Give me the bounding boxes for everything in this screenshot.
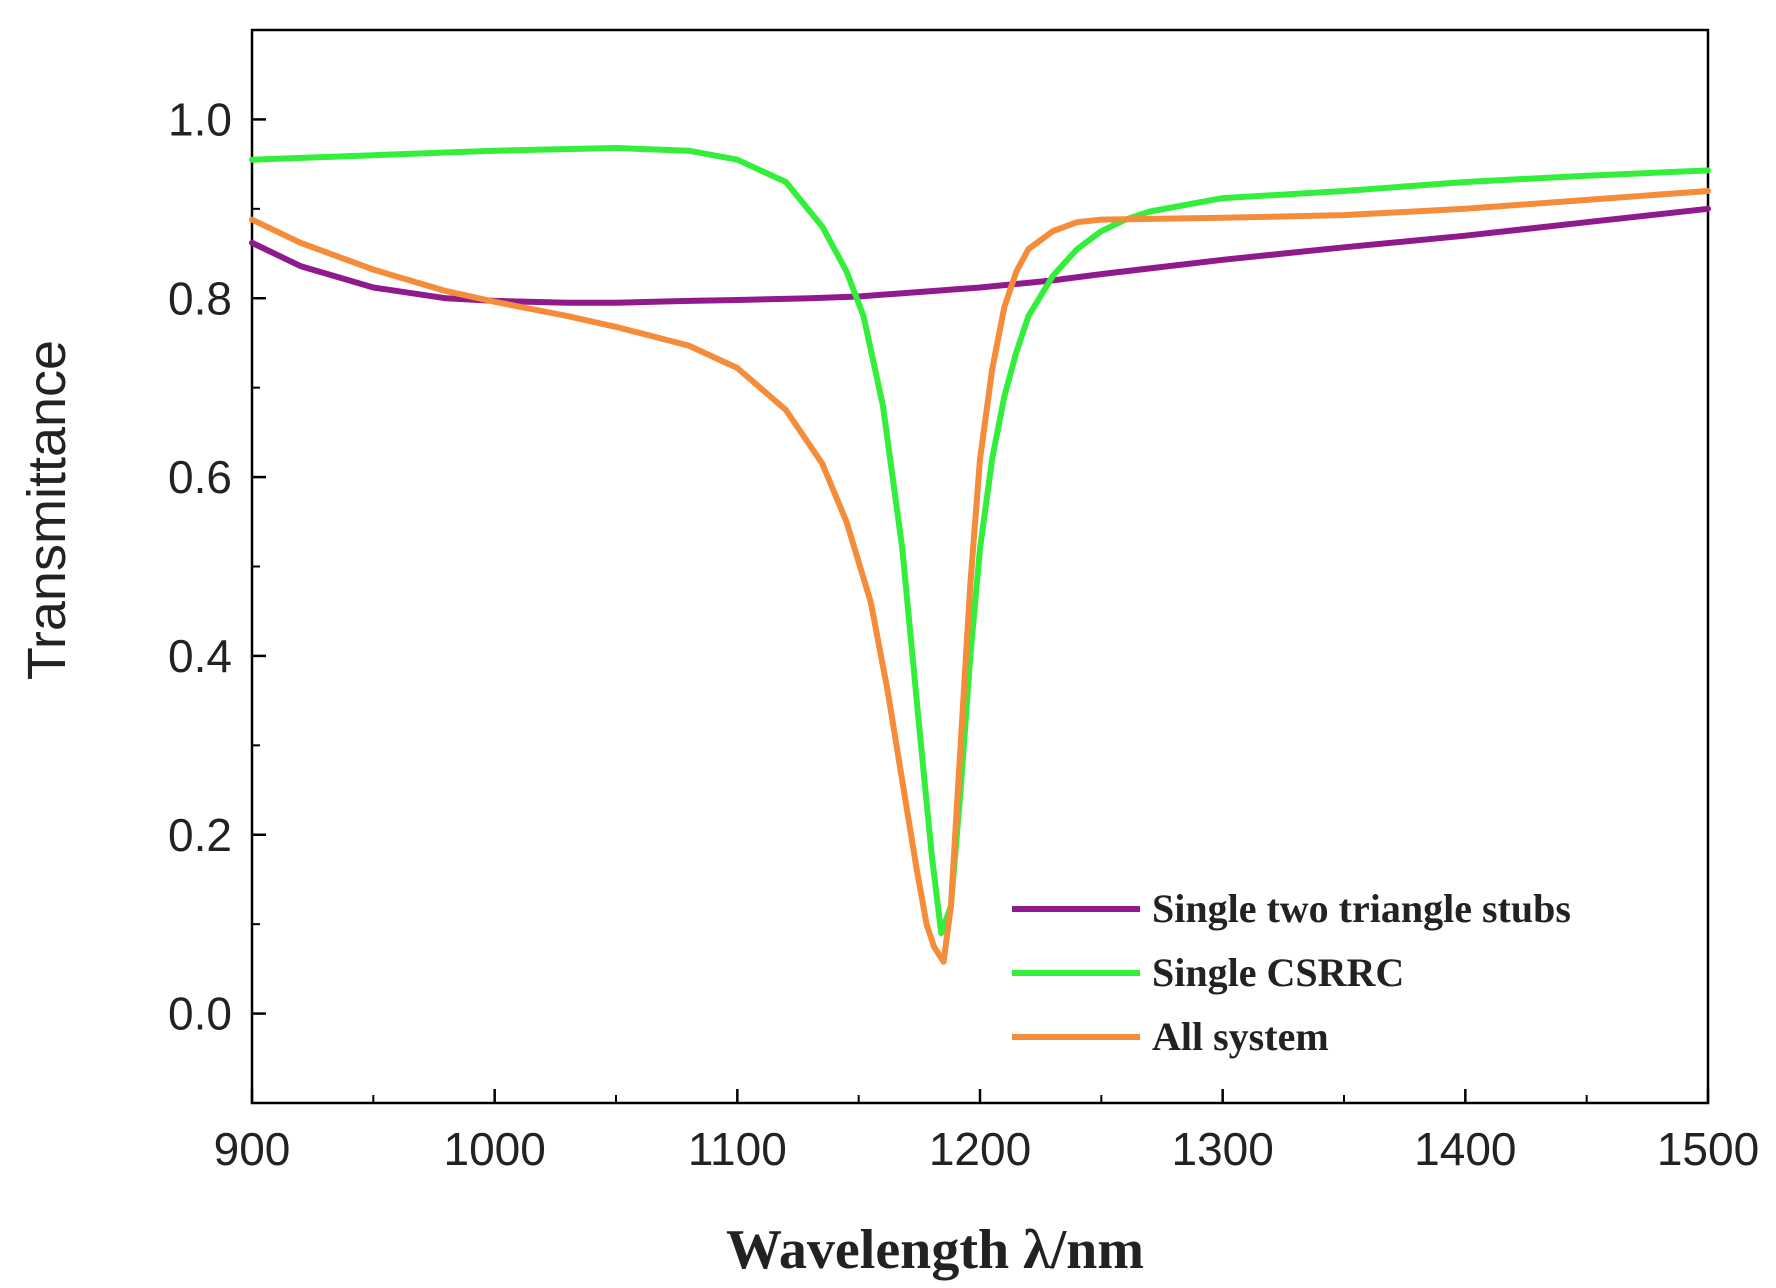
y-tick-label: 0.2 bbox=[168, 809, 232, 861]
y-tick-label: 0.6 bbox=[168, 451, 232, 503]
y-tick-label: 0.4 bbox=[168, 630, 232, 682]
x-tick-label: 1500 bbox=[1657, 1123, 1759, 1175]
x-axis-label: Wavelength λ/nm bbox=[726, 1219, 1144, 1281]
series-line-single-csrrc bbox=[249, 145, 1711, 937]
x-tick-label: 1100 bbox=[688, 1123, 787, 1175]
x-tick-label: 900 bbox=[214, 1123, 291, 1175]
legend-label: Single two triangle stubs bbox=[1152, 886, 1571, 931]
legend-label: Single CSRRC bbox=[1152, 950, 1404, 995]
x-tick-label: 1300 bbox=[1171, 1123, 1273, 1175]
series-line-single-two-triangle-stubs bbox=[249, 205, 1711, 306]
x-tick-label: 1000 bbox=[443, 1123, 545, 1175]
y-tick-label: 1.0 bbox=[168, 93, 232, 145]
legend-label: All system bbox=[1152, 1014, 1329, 1059]
y-tick-label: 0.8 bbox=[168, 272, 232, 324]
y-axis-label: Transmittance bbox=[17, 340, 77, 680]
x-tick-label: 1200 bbox=[929, 1123, 1031, 1175]
legend: Single two triangle stubs Single CSRRC All… bbox=[1012, 886, 1571, 1059]
series-line-all-system bbox=[249, 188, 1711, 965]
x-tick-label: 1400 bbox=[1414, 1123, 1516, 1175]
y-tick-label: 0.0 bbox=[168, 988, 232, 1040]
